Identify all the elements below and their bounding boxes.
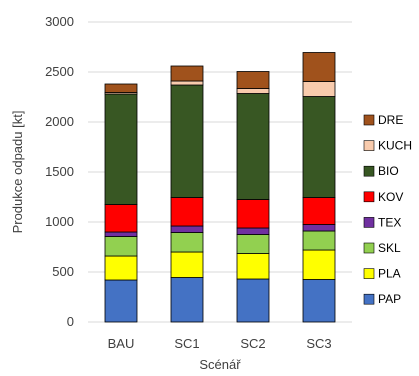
bar-segment-kuch (236, 88, 270, 94)
y-tick-label: 3000 (45, 14, 74, 29)
bar-segment-bio (236, 93, 270, 200)
bar-segment-pap (104, 279, 138, 323)
bar-segment-skl (236, 234, 270, 254)
bar-segment-kov (170, 197, 204, 227)
x-tick-label: SC2 (240, 336, 265, 351)
y-tick-label: 2000 (45, 114, 74, 129)
legend-label: BIO (378, 164, 399, 178)
y-tick-label: 500 (52, 264, 74, 279)
x-axis-ticks: BAU SC1 SC2 SC3 (108, 336, 332, 351)
bar-segment-skl (104, 236, 138, 257)
x-tick-label: SC1 (174, 336, 199, 351)
legend-swatch (363, 217, 375, 228)
bar-segment-pap (236, 278, 270, 323)
bar-stack-sc1 (170, 65, 204, 323)
bar-segment-pla (104, 255, 138, 281)
y-tick-label: 1500 (45, 164, 74, 179)
legend-swatch (363, 268, 375, 279)
legend-swatch (363, 140, 375, 151)
bar-segment-tex (170, 225, 204, 233)
legend-label: PAP (378, 292, 401, 306)
bar-segment-bio (170, 84, 204, 198)
bar-segment-dre (170, 65, 204, 82)
bar-segment-bio (302, 96, 336, 198)
bar-segment-pap (302, 279, 336, 323)
bar-segment-kov (104, 204, 138, 233)
legend-label: KOV (378, 190, 403, 204)
legend-label: SKL (378, 241, 401, 255)
bar-segment-kuch (302, 81, 336, 97)
legend-label: PLA (378, 267, 401, 281)
y-axis-title: Produkce odpadu [kt] (10, 111, 25, 234)
legend-item-tex: TEX (363, 215, 401, 229)
legend-swatch (363, 114, 375, 126)
legend-label: KUCH (378, 139, 412, 153)
y-tick-label: 1000 (45, 214, 74, 229)
legend-item-kov: KOV (363, 190, 403, 204)
x-axis-title: Scénář (199, 357, 241, 372)
bar-segment-dre (302, 52, 336, 82)
x-tick-label: SC3 (306, 336, 331, 351)
legend-label: DRE (378, 113, 403, 127)
legend-swatch (363, 242, 375, 254)
bar-stack-sc3 (302, 52, 336, 323)
bar-segment-dre (236, 71, 270, 89)
bar-segment-skl (302, 230, 336, 251)
bar-segment-kov (236, 199, 270, 229)
y-tick-label: 2500 (45, 64, 74, 79)
bar-segment-tex (104, 231, 138, 237)
bar-segment-dre (104, 83, 138, 93)
bar-segment-pla (236, 253, 270, 280)
bar-segment-skl (170, 232, 204, 253)
legend-swatch (363, 165, 375, 177)
bar-segment-pap (170, 277, 204, 323)
legend-label: TEX (378, 215, 401, 229)
y-tick-label: 0 (67, 314, 74, 329)
bar-stack-bau (104, 83, 138, 323)
legend-swatch (363, 191, 375, 203)
legend-item-pla: PLA (363, 267, 401, 281)
bar-stacks (104, 52, 336, 323)
bar-segment-tex (236, 227, 270, 235)
bar-segment-tex (302, 224, 336, 232)
x-tick-label: BAU (108, 336, 135, 351)
bar-segment-bio (104, 93, 138, 205)
bar-segment-kuch (170, 80, 204, 86)
legend-item-bio: BIO (363, 164, 399, 178)
legend: DRE KUCH BIO KOV TEX SKL PLA PAP (363, 113, 412, 306)
legend-swatch (363, 293, 375, 305)
y-axis-ticks: 0 500 1000 1500 2000 2500 3000 (45, 14, 74, 329)
bar-segment-pla (302, 249, 336, 280)
bar-segment-pla (170, 251, 204, 278)
legend-item-skl: SKL (363, 241, 401, 255)
bar-segment-kov (302, 197, 336, 225)
legend-item-dre: DRE (363, 113, 403, 127)
legend-item-kuch: KUCH (363, 139, 412, 153)
legend-item-pap: PAP (363, 292, 401, 306)
bar-stack-sc2 (236, 71, 270, 323)
